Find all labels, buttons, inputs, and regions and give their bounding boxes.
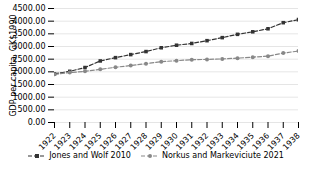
svg-text:1500.00: 1500.00: [12, 80, 46, 90]
svg-text:GDP per capita, GK$1990: GDP per capita, GK$1990: [9, 14, 18, 116]
svg-text:4000.00: 4000.00: [12, 16, 46, 26]
svg-text:500.00: 500.00: [18, 105, 46, 114]
svg-text:2000.00: 2000.00: [12, 67, 46, 77]
svg-text:2500.00: 2500.00: [12, 54, 46, 64]
svg-text:4500.00: 4500.00: [12, 4, 45, 13]
svg-text:1938: 1938: [281, 131, 302, 150]
svg-text:0.00: 0.00: [28, 118, 46, 127]
svg-text:1000.00: 1000.00: [12, 92, 46, 102]
svg-text:3000.00: 3000.00: [12, 42, 46, 52]
html-text:Norkus and Markeviciute 2021: Norkus and Markeviciute 2021: [162, 151, 284, 160]
svg-text:3500.00: 3500.00: [12, 29, 46, 39]
html-text:Jones and Wolf 2010: Jones and Wolf 2010: [49, 151, 131, 160]
